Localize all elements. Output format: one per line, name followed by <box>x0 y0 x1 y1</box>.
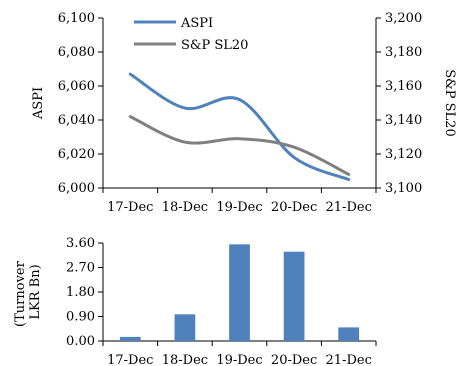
bars-group <box>119 244 360 341</box>
bar-x-ticks: 17-Dec 18-Dec 19-Dec 20-Dec 21-Dec <box>102 341 377 366</box>
line-chart: 6,000 6,020 6,040 6,060 6,080 6,100 3,100 3,12… <box>31 11 457 215</box>
left-y-tick-label: 6,100 <box>58 11 95 26</box>
bar-y-axis-title-line-2: LKR Bn) <box>28 264 43 319</box>
bar-y-tick-label: 0.90 <box>66 310 95 325</box>
bar-18-dec <box>174 314 196 341</box>
x-tick-label: 20-Dec <box>271 200 317 215</box>
legend-label-aspi: ASPI <box>180 16 213 31</box>
right-y-axis-title: S&P SL20 <box>442 69 457 136</box>
bar-y-ticks: 0.00 0.90 1.80 2.70 3.60 <box>66 236 103 349</box>
bar-y-tick-label: 3.60 <box>66 236 95 251</box>
left-y-ticks: 6,000 6,020 6,040 6,060 6,080 6,100 <box>58 11 103 196</box>
x-tick-label: 18-Dec <box>162 200 208 215</box>
line-series-group <box>128 72 351 181</box>
bar-y-axis-title: (Turnover LKR Bn) <box>13 257 43 327</box>
bar-x-tick-label: 18-Dec <box>162 353 208 366</box>
right-y-tick-label: 3,180 <box>385 45 422 60</box>
right-y-tick-label: 3,100 <box>385 181 422 196</box>
right-y-ticks: 3,100 3,120 3,140 3,160 3,180 3,200 <box>376 11 422 196</box>
series-line-aspi <box>128 72 351 181</box>
right-y-tick-label: 3,140 <box>385 113 422 128</box>
x-tick-label: 19-Dec <box>216 200 262 215</box>
left-y-axis-title: ASPI <box>31 87 46 120</box>
series-line-s-p-sl20 <box>128 115 351 176</box>
right-y-tick-label: 3,160 <box>385 79 422 94</box>
x-tick-label: 21-Dec <box>326 200 372 215</box>
left-y-tick-label: 6,080 <box>58 45 95 60</box>
bar-y-tick-label: 1.80 <box>66 285 95 300</box>
bar-x-tick-label: 17-Dec <box>107 353 153 366</box>
right-y-tick-label: 3,120 <box>385 147 422 162</box>
right-y-tick-label: 3,200 <box>385 11 422 26</box>
x-tick-label: 17-Dec <box>107 200 153 215</box>
bar-y-axis-title-line-1: (Turnover <box>13 260 28 327</box>
bar-17-dec <box>119 336 141 341</box>
left-y-tick-label: 6,040 <box>58 113 95 128</box>
bar-x-tick-label: 19-Dec <box>216 353 262 366</box>
bar-20-dec <box>283 251 305 341</box>
legend: ASPI S&P SL20 <box>134 16 248 53</box>
left-y-tick-label: 6,000 <box>58 181 95 196</box>
left-y-tick-label: 6,020 <box>58 147 95 162</box>
x-ticks: 17-Dec 18-Dec 19-Dec 20-Dec 21-Dec <box>102 188 377 215</box>
bar-19-dec <box>229 244 250 341</box>
bar-y-tick-label: 0.00 <box>66 334 95 349</box>
legend-label-sp-sl20: S&P SL20 <box>181 38 248 53</box>
bar-x-tick-label: 20-Dec <box>271 353 317 366</box>
bar-y-tick-label: 2.70 <box>66 261 95 276</box>
bar-chart: 0.00 0.90 1.80 2.70 3.60 17-Dec 18-Dec 19-Dec 2… <box>13 236 377 366</box>
bar-x-tick-label: 21-Dec <box>326 353 372 366</box>
left-y-tick-label: 6,060 <box>58 79 95 94</box>
bar-21-dec <box>338 327 360 341</box>
